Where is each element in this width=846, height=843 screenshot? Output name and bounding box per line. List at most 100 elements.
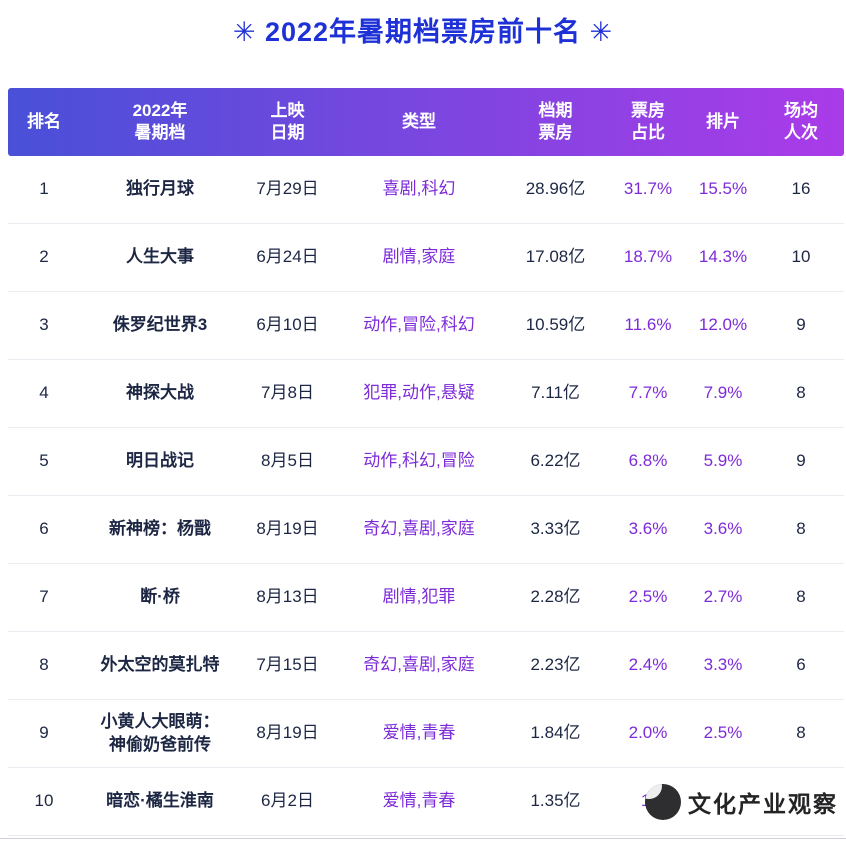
movie-cell: 人生大事: [126, 247, 194, 267]
col-header-movie: 2022年 暑期档: [132, 100, 188, 142]
table-body: 1 独行月球 7月29日 喜剧,科幻 28.96亿 31.7% 15.5% 16 2 人生大事 6月…: [8, 156, 844, 836]
genre-cell: 奇幻,喜剧,家庭: [363, 519, 475, 539]
table-row: 1 独行月球 7月29日 喜剧,科幻 28.96亿 31.7% 15.5% 16: [8, 156, 844, 224]
box-office-cell: 7.11亿: [531, 383, 580, 403]
share-cell: 2.0%: [628, 723, 668, 743]
box-office-cell: 3.33亿: [530, 519, 581, 539]
table-header: 排名 2022年 暑期档 上映 日期 类型 档期 票房 票房 占比 排片 场均 人次: [8, 88, 844, 156]
table-row: 2 人生大事 6月24日 剧情,家庭 17.08亿 18.7% 14.3% 10: [8, 224, 844, 292]
bottom-divider: [0, 838, 846, 839]
movie-cell: 侏罗纪世界3: [112, 315, 208, 335]
share-cell: 31.7%: [623, 179, 673, 199]
table-row: 8 外太空的莫扎特 7月15日 奇幻,喜剧,家庭 2.23亿 2.4% 3.3% 6: [8, 632, 844, 700]
rank-cell: 10: [34, 791, 54, 811]
col-header-box-office: 档期 票房: [538, 100, 573, 142]
movie-cell: 新神榜：杨戬: [109, 519, 211, 539]
rank-cell: 4: [39, 383, 49, 403]
attendance-cell: 9: [796, 315, 806, 335]
attendance-cell: 10: [791, 247, 811, 267]
watermark-logo-icon: [645, 784, 681, 820]
attendance-cell: 16: [791, 179, 811, 199]
share-cell: 2.4%: [628, 655, 668, 675]
date-cell: 8月13日: [256, 587, 319, 607]
movie-cell: 外太空的莫扎特: [100, 655, 220, 675]
col-header-rank: 排名: [27, 111, 61, 131]
attendance-cell: 9: [796, 451, 806, 471]
col-header-genre: 类型: [402, 111, 436, 131]
screening-cell: 15.5%: [698, 179, 748, 199]
rank-cell: 1: [39, 179, 49, 199]
share-cell: 3.6%: [628, 519, 668, 539]
box-office-cell: 1.84亿: [530, 723, 581, 743]
table-row: 3 侏罗纪世界3 6月10日 动作,冒险,科幻 10.59亿 11.6% 12.0% 9: [8, 292, 844, 360]
table-row: 9 小黄人大眼萌： 神偷奶爸前传 8月19日 爱情,青春 1.84亿 2.0% 2.5% 8: [8, 700, 844, 768]
watermark-text: 文化产业观察: [688, 791, 838, 817]
share-cell: 11.6%: [624, 315, 672, 335]
rank-cell: 8: [39, 655, 49, 675]
attendance-cell: 8: [796, 587, 806, 607]
date-cell: 7月8日: [261, 383, 314, 403]
screening-cell: 7.9%: [703, 383, 743, 403]
share-cell: 18.7%: [623, 247, 673, 267]
col-header-attendance: 场均 人次: [784, 100, 818, 142]
col-header-share: 票房 占比: [631, 100, 665, 142]
attendance-cell: 8: [796, 383, 806, 403]
screening-cell: 3.3%: [703, 655, 743, 675]
rank-cell: 9: [39, 723, 49, 743]
screening-cell: 12.0%: [698, 315, 748, 335]
rank-cell: 7: [39, 587, 49, 607]
movie-cell: 断·桥: [140, 587, 180, 607]
box-office-cell: 6.22亿: [530, 451, 581, 471]
genre-cell: 喜剧,科幻: [382, 179, 456, 199]
date-cell: 8月19日: [256, 723, 319, 743]
screening-cell: 14.3%: [698, 247, 748, 267]
genre-cell: 爱情,青春: [382, 723, 456, 743]
attendance-cell: 8: [796, 519, 806, 539]
box-office-cell: 28.96亿: [525, 179, 586, 199]
table-row: 7 断·桥 8月13日 剧情,犯罪 2.28亿 2.5% 2.7% 8: [8, 564, 844, 632]
page-title: ✳ 2022年暑期档票房前十名 ✳: [232, 17, 614, 47]
attendance-cell: 8: [796, 723, 806, 743]
date-cell: 6月2日: [261, 791, 314, 811]
movie-cell: 独行月球: [126, 179, 194, 199]
rank-cell: 3: [39, 315, 49, 335]
genre-cell: 动作,冒险,科幻: [363, 315, 475, 335]
share-cell: 7.7%: [628, 383, 668, 403]
movie-cell: 小黄人大眼萌： 神偷奶爸前传: [100, 711, 220, 754]
box-office-cell: 2.28亿: [530, 587, 581, 607]
screening-cell: 5.9%: [703, 451, 743, 471]
genre-cell: 剧情,犯罪: [382, 587, 456, 607]
table-row: 4 神探大战 7月8日 犯罪,动作,悬疑 7.11亿 7.7% 7.9% 8: [8, 360, 844, 428]
col-header-date: 上映 日期: [270, 100, 305, 142]
rank-cell: 5: [39, 451, 49, 471]
genre-cell: 剧情,家庭: [382, 247, 456, 267]
screening-cell: 2.5%: [703, 723, 743, 743]
movie-cell: 暗恋·橘生淮南: [106, 791, 214, 811]
box-office-table: 排名 2022年 暑期档 上映 日期 类型 档期 票房 票房 占比 排片 场均 人次 1 独行月…: [8, 88, 844, 836]
genre-cell: 奇幻,喜剧,家庭: [363, 655, 475, 675]
genre-cell: 犯罪,动作,悬疑: [363, 383, 475, 403]
share-cell: 6.8%: [628, 451, 668, 471]
screening-cell: 3.6%: [703, 519, 743, 539]
table-row: 6 新神榜：杨戬 8月19日 奇幻,喜剧,家庭 3.33亿 3.6% 3.6% 8: [8, 496, 844, 564]
date-cell: 8月19日: [256, 519, 319, 539]
date-cell: 6月10日: [256, 315, 319, 335]
genre-cell: 动作,科幻,冒险: [363, 451, 475, 471]
box-office-cell: 1.35亿: [530, 791, 581, 811]
share-cell: 2.5%: [628, 587, 668, 607]
genre-cell: 爱情,青春: [382, 791, 456, 811]
screening-cell: 2.7%: [703, 587, 743, 607]
col-header-screening: 排片: [706, 111, 740, 131]
box-office-cell: 10.59亿: [525, 315, 586, 335]
rank-cell: 2: [39, 247, 49, 267]
table-row: 5 明日战记 8月5日 动作,科幻,冒险 6.22亿 6.8% 5.9% 9: [8, 428, 844, 496]
box-office-cell: 2.23亿: [530, 655, 581, 675]
movie-cell: 明日战记: [126, 451, 194, 471]
attendance-cell: 6: [796, 655, 806, 675]
box-office-cell: 17.08亿: [525, 247, 586, 267]
movie-cell: 神探大战: [126, 383, 194, 403]
watermark: 文化产业观察: [645, 784, 838, 820]
rank-cell: 6: [39, 519, 49, 539]
date-cell: 7月15日: [256, 655, 319, 675]
